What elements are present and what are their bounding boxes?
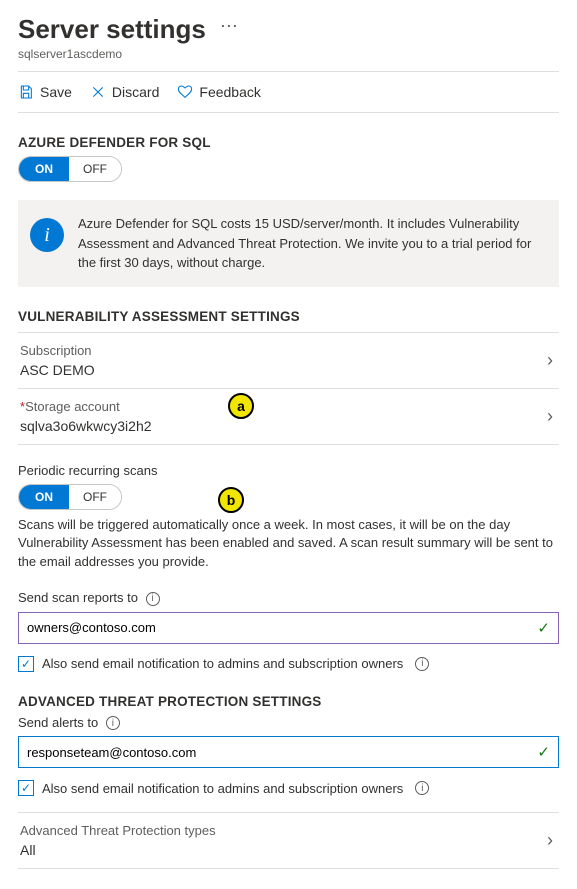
atp-notify-admins-label: Also send email notification to admins a…: [42, 781, 403, 796]
discard-icon: [90, 84, 106, 100]
subscription-picker[interactable]: Subscription ASC DEMO ›: [18, 332, 559, 389]
feedback-button[interactable]: Feedback: [177, 84, 260, 100]
info-icon[interactable]: i: [415, 657, 429, 671]
storage-account-picker[interactable]: *Storage account sqlva3o6wkwcy3i2h2 › a: [18, 389, 559, 445]
atp-heading: ADVANCED THREAT PROTECTION SETTINGS: [18, 694, 559, 709]
atp-notify-admins-row: ✓ Also send email notification to admins…: [18, 780, 559, 796]
atp-types-value: All: [20, 842, 216, 858]
save-label: Save: [40, 84, 72, 100]
save-icon: [18, 84, 34, 100]
command-bar: Save Discard Feedback: [18, 82, 559, 102]
periodic-scans-toggle[interactable]: ON OFF: [18, 484, 122, 510]
defender-toggle-on: ON: [19, 157, 69, 181]
chevron-right-icon: ›: [547, 406, 553, 427]
check-icon: ✓: [537, 743, 550, 761]
callout-marker-b: b: [218, 487, 244, 513]
more-actions-button[interactable]: ⋯: [220, 16, 239, 43]
storage-label: Storage account: [25, 399, 120, 414]
subscription-value: ASC DEMO: [20, 362, 95, 378]
server-name-subtitle: sqlserver1ascdemo: [18, 47, 559, 61]
defender-heading: AZURE DEFENDER FOR SQL: [18, 135, 559, 150]
callout-marker-a: a: [228, 393, 254, 419]
divider: [18, 71, 559, 72]
defender-info-text: Azure Defender for SQL costs 15 USD/serv…: [78, 214, 541, 273]
save-button[interactable]: Save: [18, 84, 72, 100]
atp-types-label: Advanced Threat Protection types: [20, 823, 216, 838]
check-icon: ✓: [537, 619, 550, 637]
send-reports-input[interactable]: [27, 620, 537, 635]
send-reports-label: Send scan reports to i: [18, 590, 559, 606]
atp-types-picker[interactable]: Advanced Threat Protection types All ›: [18, 812, 559, 869]
periodic-help-text: Scans will be triggered automatically on…: [18, 516, 559, 573]
send-reports-input-wrapper: ✓: [18, 612, 559, 644]
send-alerts-input[interactable]: [27, 745, 537, 760]
discard-label: Discard: [112, 84, 159, 100]
va-notify-admins-checkbox[interactable]: ✓: [18, 656, 34, 672]
send-alerts-input-wrapper: ✓: [18, 736, 559, 768]
feedback-label: Feedback: [199, 84, 260, 100]
chevron-right-icon: ›: [547, 350, 553, 371]
info-icon[interactable]: i: [415, 781, 429, 795]
atp-notify-admins-checkbox[interactable]: ✓: [18, 780, 34, 796]
periodic-on: ON: [19, 485, 69, 509]
feedback-icon: [177, 84, 193, 100]
defender-info-box: i Azure Defender for SQL costs 15 USD/se…: [18, 200, 559, 287]
info-icon[interactable]: i: [146, 592, 160, 606]
chevron-right-icon: ›: [547, 830, 553, 851]
subscription-label: Subscription: [20, 343, 95, 358]
va-notify-admins-label: Also send email notification to admins a…: [42, 656, 403, 671]
discard-button[interactable]: Discard: [90, 84, 159, 100]
periodic-scans-label: Periodic recurring scans: [18, 463, 559, 478]
va-notify-admins-row: ✓ Also send email notification to admins…: [18, 656, 559, 672]
defender-toggle-off: OFF: [69, 157, 121, 181]
page-title: Server settings: [18, 14, 206, 45]
defender-toggle[interactable]: ON OFF: [18, 156, 122, 182]
send-alerts-label: Send alerts to i: [18, 715, 559, 731]
va-heading: VULNERABILITY ASSESSMENT SETTINGS: [18, 309, 559, 324]
info-icon[interactable]: i: [106, 716, 120, 730]
divider: [18, 112, 559, 113]
info-icon: i: [30, 218, 64, 252]
storage-value: sqlva3o6wkwcy3i2h2: [20, 418, 152, 434]
periodic-off: OFF: [69, 485, 121, 509]
